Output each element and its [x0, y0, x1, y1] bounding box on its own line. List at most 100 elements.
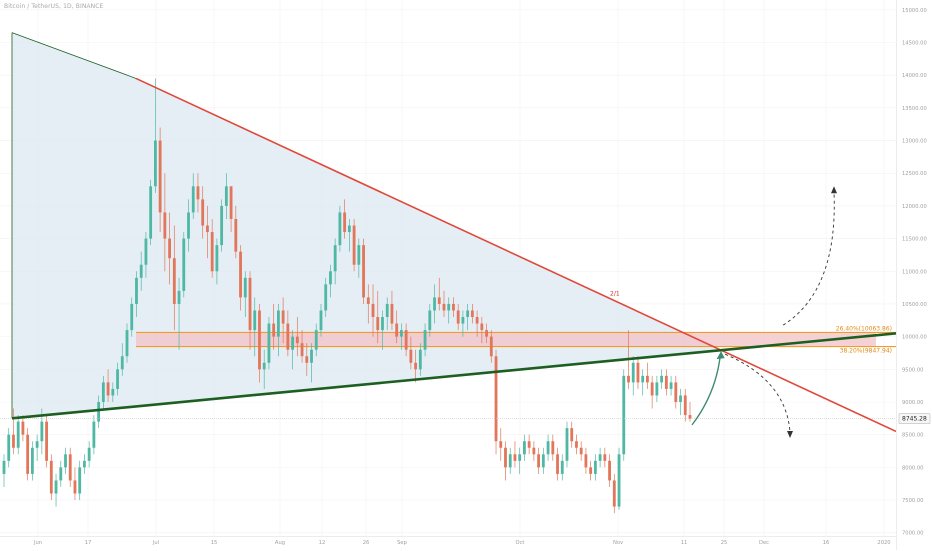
candle[interactable] [437, 277, 441, 311]
candle[interactable] [168, 212, 171, 285]
candle[interactable] [485, 323, 488, 344]
candle[interactable] [111, 382, 115, 402]
candle[interactable] [224, 173, 228, 219]
candle[interactable] [461, 310, 465, 337]
candle[interactable] [272, 303, 276, 350]
candle[interactable] [499, 428, 503, 461]
candle[interactable] [447, 297, 451, 324]
candle[interactable] [442, 290, 446, 318]
candle[interactable] [688, 402, 692, 422]
candle[interactable] [508, 447, 512, 474]
candle[interactable] [253, 297, 257, 357]
candle[interactable] [414, 349, 418, 383]
candle[interactable] [352, 218, 356, 272]
candle[interactable] [329, 264, 332, 298]
candle[interactable] [385, 297, 389, 331]
candle[interactable] [30, 441, 34, 481]
candle[interactable] [144, 232, 148, 278]
candle[interactable] [523, 434, 526, 461]
candle[interactable] [163, 173, 167, 272]
candle[interactable] [584, 447, 588, 474]
candle[interactable] [357, 238, 361, 278]
candle[interactable] [83, 454, 86, 474]
candle[interactable] [608, 454, 611, 487]
candle[interactable] [617, 447, 621, 510]
candle[interactable] [210, 218, 214, 278]
candle[interactable] [376, 290, 380, 344]
candle[interactable] [262, 349, 266, 389]
candle[interactable] [248, 271, 252, 350]
candle[interactable] [560, 454, 564, 481]
candle[interactable] [466, 303, 470, 331]
candle[interactable] [404, 323, 408, 357]
candle[interactable] [409, 336, 413, 370]
candle[interactable] [276, 303, 280, 357]
candle[interactable] [333, 238, 337, 285]
candle[interactable] [598, 447, 602, 468]
candle[interactable] [291, 330, 295, 370]
candle[interactable] [116, 362, 119, 396]
candle[interactable] [362, 238, 365, 304]
candle[interactable] [541, 447, 545, 474]
candle[interactable] [45, 415, 48, 468]
candle[interactable] [371, 284, 375, 337]
candle[interactable] [641, 369, 645, 396]
candle[interactable] [319, 303, 323, 337]
candle[interactable] [182, 232, 186, 298]
candle[interactable] [660, 369, 664, 389]
candle[interactable] [504, 441, 507, 481]
candle[interactable] [187, 199, 190, 252]
candle[interactable] [527, 434, 531, 455]
candle[interactable] [49, 454, 53, 501]
candle[interactable] [636, 356, 640, 389]
candle[interactable] [433, 284, 436, 324]
candle[interactable] [428, 303, 432, 337]
candle[interactable] [646, 362, 649, 389]
candle[interactable] [125, 323, 129, 363]
candle[interactable] [622, 369, 626, 461]
candle[interactable] [556, 447, 559, 481]
candle[interactable] [366, 284, 370, 324]
candle[interactable] [452, 297, 455, 318]
descending-resistance-line[interactable] [135, 77, 897, 433]
candle[interactable] [206, 205, 209, 259]
candle[interactable] [475, 310, 479, 337]
candle[interactable] [518, 447, 522, 474]
candle[interactable] [603, 447, 607, 468]
candle[interactable] [480, 317, 484, 344]
candle[interactable] [78, 460, 82, 501]
candle[interactable] [423, 323, 427, 357]
candle[interactable] [201, 186, 205, 239]
candle[interactable] [281, 297, 285, 344]
candle[interactable] [68, 447, 72, 487]
candle[interactable] [26, 428, 30, 481]
candle[interactable] [92, 415, 96, 455]
candle[interactable] [494, 349, 498, 455]
candle[interactable] [295, 317, 299, 357]
candle[interactable] [35, 434, 39, 461]
candle[interactable] [664, 369, 668, 396]
candle[interactable] [87, 441, 91, 468]
candle[interactable] [456, 303, 460, 331]
candle[interactable] [177, 277, 181, 350]
candle[interactable] [314, 323, 318, 357]
candle[interactable] [106, 369, 110, 402]
candle[interactable] [532, 441, 536, 461]
time-axis-panel[interactable] [0, 536, 896, 551]
candle[interactable] [551, 434, 555, 461]
candle[interactable] [139, 251, 143, 291]
candle[interactable] [172, 225, 176, 331]
candle[interactable] [196, 173, 200, 213]
candle[interactable] [399, 323, 403, 350]
candle[interactable] [135, 271, 138, 318]
candle[interactable] [97, 395, 101, 429]
candle[interactable] [153, 78, 157, 193]
candle[interactable] [229, 186, 233, 233]
candle[interactable] [21, 415, 25, 442]
candle[interactable] [669, 375, 673, 396]
candle[interactable] [310, 343, 313, 383]
candle[interactable] [54, 473, 58, 507]
candle[interactable] [470, 303, 474, 324]
candle[interactable] [579, 441, 583, 461]
